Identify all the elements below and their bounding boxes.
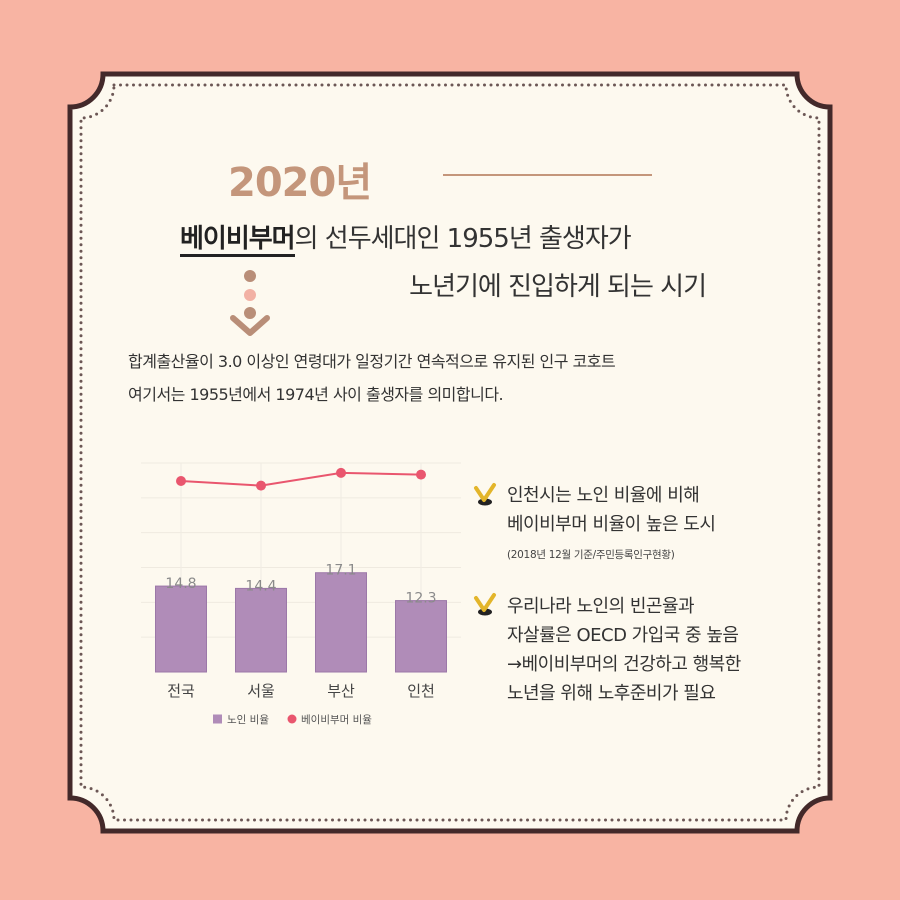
line-point-3 — [336, 467, 346, 478]
legend-bar-swatch — [213, 714, 222, 724]
note-2-line-2: 자살률은 OECD 가입국 중 높음 — [507, 625, 739, 646]
bar-value-label: 12.3 — [405, 591, 436, 607]
definition-line-2: 여기서는 1955년에서 1974년 사이 출생자를 의미합니다. — [128, 385, 504, 404]
check-icon — [474, 483, 496, 506]
x-tick-label: 전국 — [167, 682, 195, 700]
legend-line-label: 베이비부머 비율 — [301, 714, 372, 726]
legend-bar-label: 노인 비율 — [227, 714, 269, 726]
bar-value-label: 17.1 — [325, 563, 356, 579]
line-series — [180, 471, 422, 487]
line-point-1 — [176, 475, 186, 486]
line-point-4 — [416, 469, 426, 480]
check-icon — [474, 593, 496, 616]
headline-highlight: 베이비부머 — [180, 224, 296, 257]
legend-line-swatch — [287, 714, 297, 724]
bar-value-label: 14.4 — [245, 578, 276, 594]
headline-line-2: 노년기에 진입하게 되는 시기 — [409, 272, 707, 302]
x-tick-label: 서울 — [247, 682, 275, 700]
bar-2 — [235, 587, 287, 673]
note-1-line-2: 베이비부머 비율이 높은 도시 — [507, 514, 716, 535]
note-2-line-3: →베이비부머의 건강하고 행복한 — [507, 654, 741, 675]
note-2-line-1: 우리나라 노인의 빈곤율과 — [507, 596, 695, 617]
definition-text: 합계출산율이 3.0 이상인 연령대가 일정기간 연속적으로 유지된 인구 코호… — [128, 345, 616, 411]
bar-1 — [155, 585, 207, 673]
x-tick-label: 부산 — [327, 682, 355, 700]
bar-value-label: 14.8 — [165, 576, 196, 592]
line-point-2 — [256, 480, 266, 491]
card-dotted-border — [79, 83, 821, 822]
note-2-line-4: 노년을 위해 노후준비가 필요 — [507, 683, 716, 704]
bar-3 — [315, 572, 367, 673]
definition-line-1: 합계출산율이 3.0 이상인 연령대가 일정기간 연속적으로 유지된 인구 코호… — [128, 352, 616, 371]
year-title: 2020년 — [228, 160, 372, 206]
note-1-source: (2018년 12월 기준/주민등록인구현황) — [507, 549, 675, 561]
headline-line-1-rest: 의 선두세대인 1955년 출생자가 — [294, 224, 632, 254]
x-tick-label: 인천 — [407, 682, 435, 700]
note-incheon: 인천시는 노인 비율에 비해 베이비부머 비율이 높은 도시 (2018년 12… — [507, 481, 716, 563]
note-poverty: 우리나라 노인의 빈곤율과 자살률은 OECD 가입국 중 높음 →베이비부머의… — [507, 592, 741, 708]
note-1-line-1: 인천시는 노인 비율에 비해 — [507, 485, 700, 506]
down-arrow-icon — [230, 270, 270, 336]
headline-line-1: 베이비부머의 선두세대인 1955년 출생자가 — [180, 218, 632, 257]
bar-4 — [395, 600, 447, 673]
